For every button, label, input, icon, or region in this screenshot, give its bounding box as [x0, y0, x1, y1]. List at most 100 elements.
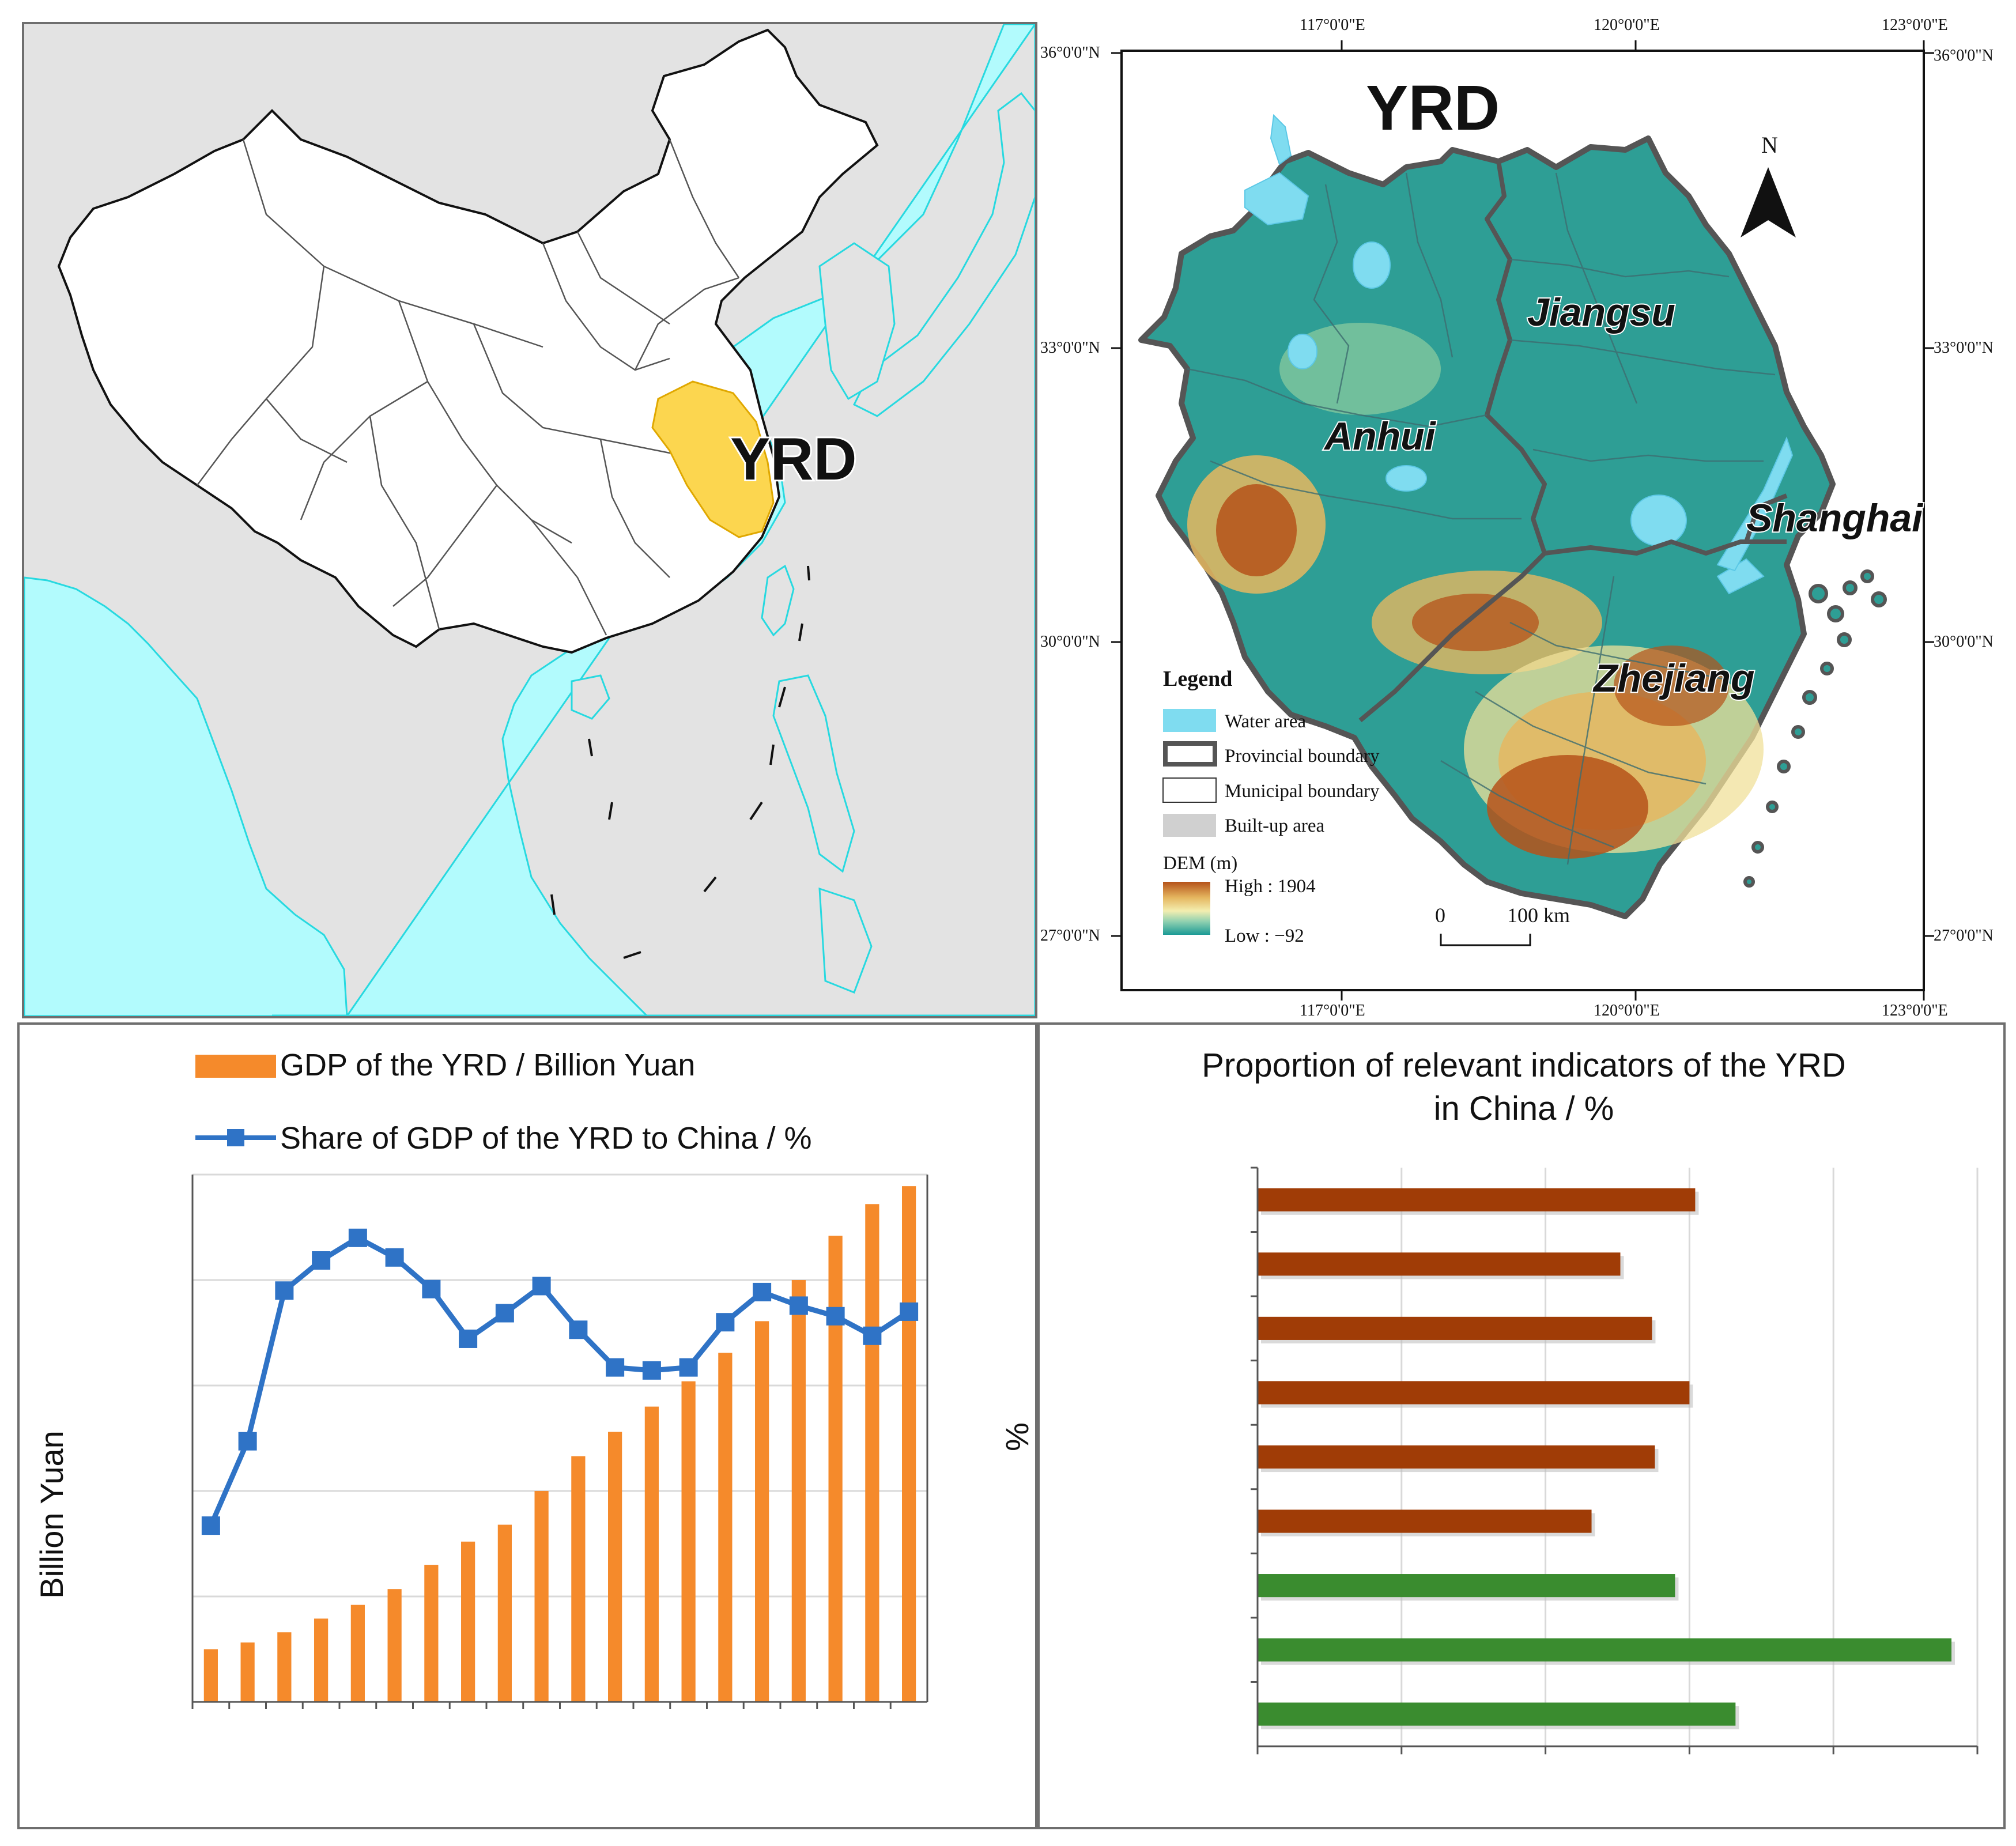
gdp-share-marker — [569, 1320, 588, 1339]
legend-dem-high: High : 1904 — [1225, 876, 1316, 897]
china-map-yrd-label: YRD — [730, 426, 857, 493]
yrd-dem-map: YRD Jiangsu Anhui Shanghai Zhejiang N 36… — [1037, 0, 2016, 1022]
legend-dem-title: DEM (m) — [1163, 853, 1237, 874]
gdp-bar — [497, 1524, 512, 1702]
legend-provincial-swatch — [1163, 741, 1217, 767]
china-map-svg: YRD — [24, 24, 1035, 1016]
gdp-bar — [534, 1491, 549, 1702]
gdp-bar — [681, 1381, 696, 1702]
legend-dem-low: Low : −92 — [1225, 926, 1304, 946]
lat-right-36: 36°0'0"N — [1934, 47, 1994, 65]
gdp-bar — [424, 1565, 439, 1702]
indicators-axes — [1251, 1167, 1979, 1754]
provincial-boundaries — [1358, 161, 1788, 723]
gdp-share-line — [201, 1228, 919, 1535]
indicators-chart: Proportion of relevant indicators of the… — [1202, 1047, 1979, 1754]
gdp-share-marker — [495, 1304, 514, 1323]
taiwan-island — [761, 564, 795, 637]
legend-water-label: Water area — [1225, 711, 1306, 732]
gdp-bar — [203, 1649, 218, 1702]
china-location-map: YRD — [22, 22, 1037, 1018]
terrain-highlands — [1187, 323, 1764, 859]
indicator-bar — [1258, 1638, 1952, 1662]
sea-area — [24, 24, 1035, 1016]
gdp-share-marker — [238, 1432, 257, 1451]
lat-left-27: 27°0'0"N — [1040, 927, 1100, 945]
china-landmass — [57, 28, 879, 654]
gdp-share-marker — [275, 1281, 294, 1300]
province-label-anhui: Anhui — [1323, 414, 1437, 458]
lon-top-117: 117°0'0"E — [1300, 16, 1365, 34]
north-arrow-label: N — [1761, 132, 1778, 158]
legend-gdp-swatch — [195, 1055, 276, 1078]
legend-municipal-label: Municipal boundary — [1225, 781, 1380, 802]
gdp-share-marker — [900, 1302, 919, 1321]
map-legend: Legend Water area Provincial boundary Mu… — [1162, 667, 1380, 946]
gdp-share-marker — [863, 1326, 882, 1345]
gdp-share-marker — [679, 1358, 698, 1377]
gdp-bar — [461, 1541, 475, 1702]
lon-top-120: 120°0'0"E — [1594, 16, 1660, 34]
gdp-share-marker — [532, 1277, 551, 1296]
gdp-y2-axis-title: % — [999, 1422, 1035, 1451]
gdp-bar — [755, 1321, 769, 1702]
gdp-bar — [718, 1353, 733, 1702]
lon-bottom-117: 117°0'0"E — [1300, 1002, 1365, 1020]
gdp-share-marker — [459, 1329, 478, 1348]
gdp-bar — [240, 1642, 255, 1702]
indicator-bar — [1258, 1445, 1655, 1469]
lat-left-36: 36°0'0"N — [1040, 44, 1100, 62]
gdp-chart: GDP of the YRD / Billion Yuan Share of G… — [33, 1048, 1035, 1709]
dem-map-title: YRD — [1366, 73, 1500, 144]
lon-bottom-120: 120°0'0"E — [1594, 1002, 1660, 1020]
gdp-share-marker — [606, 1358, 625, 1377]
province-label-shanghai: Shanghai — [1746, 496, 1924, 540]
indicators-chart-panel: Proportion of relevant indicators of the… — [1037, 1022, 2006, 1829]
scale-bar-zero: 0 — [1435, 904, 1445, 927]
indicators-title-line1: Proportion of relevant indicators of the… — [1202, 1047, 1846, 1084]
province-label-jiangsu: Jiangsu — [1527, 290, 1675, 334]
legend-gdp-label: GDP of the YRD / Billion Yuan — [280, 1048, 695, 1082]
gdp-share-marker — [642, 1361, 661, 1380]
gdp-bar — [644, 1406, 659, 1702]
lat-right-33: 33°0'0"N — [1934, 339, 1994, 357]
gdp-share-marker — [826, 1307, 845, 1326]
scale-bar-end: 100 km — [1507, 904, 1570, 927]
philippines-islands — [772, 674, 873, 994]
province-boundaries — [197, 139, 740, 636]
lat-left-30: 30°0'0"N — [1040, 633, 1100, 651]
lat-left-33: 33°0'0"N — [1040, 339, 1100, 357]
legend-title: Legend — [1163, 667, 1232, 691]
gdp-bar — [902, 1186, 916, 1702]
indicator-bar — [1258, 1574, 1675, 1598]
legend-builtup-label: Built-up area — [1225, 816, 1325, 836]
gdp-bar — [277, 1632, 292, 1702]
gdp-bar — [314, 1618, 329, 1702]
gdp-share-marker — [716, 1313, 735, 1332]
legend-water-swatch — [1163, 709, 1216, 732]
indicator-bar — [1258, 1316, 1652, 1340]
north-arrow: N — [1741, 132, 1796, 237]
legend-share-marker — [227, 1129, 244, 1146]
legend-municipal-swatch — [1162, 777, 1217, 803]
gdp-share-marker — [422, 1279, 441, 1298]
lat-right-30: 30°0'0"N — [1934, 633, 1994, 651]
gdp-y-axis-title: Billion Yuan — [33, 1430, 70, 1599]
legend-provincial-label: Provincial boundary — [1225, 746, 1380, 767]
gdp-share-marker — [312, 1251, 331, 1270]
indicator-bar — [1258, 1188, 1696, 1211]
indicator-bar — [1258, 1509, 1592, 1533]
gdp-gridlines — [192, 1173, 927, 1703]
province-label-zhejiang: Zhejiang — [1592, 656, 1755, 700]
lat-right-27: 27°0'0"N — [1934, 927, 1994, 945]
yrd-region — [651, 380, 775, 538]
indicator-bar — [1258, 1252, 1621, 1276]
lon-top-123: 123°0'0"E — [1882, 16, 1948, 34]
hainan-island — [571, 674, 610, 720]
gdp-bar — [350, 1605, 365, 1702]
gdp-bar — [571, 1456, 586, 1702]
gdp-bar — [387, 1589, 402, 1702]
coordinate-ticks — [1111, 40, 1934, 1001]
gdp-chart-panel: GDP of the YRD / Billion Yuan Share of G… — [17, 1022, 1037, 1829]
north-arrow-icon — [1741, 167, 1796, 237]
